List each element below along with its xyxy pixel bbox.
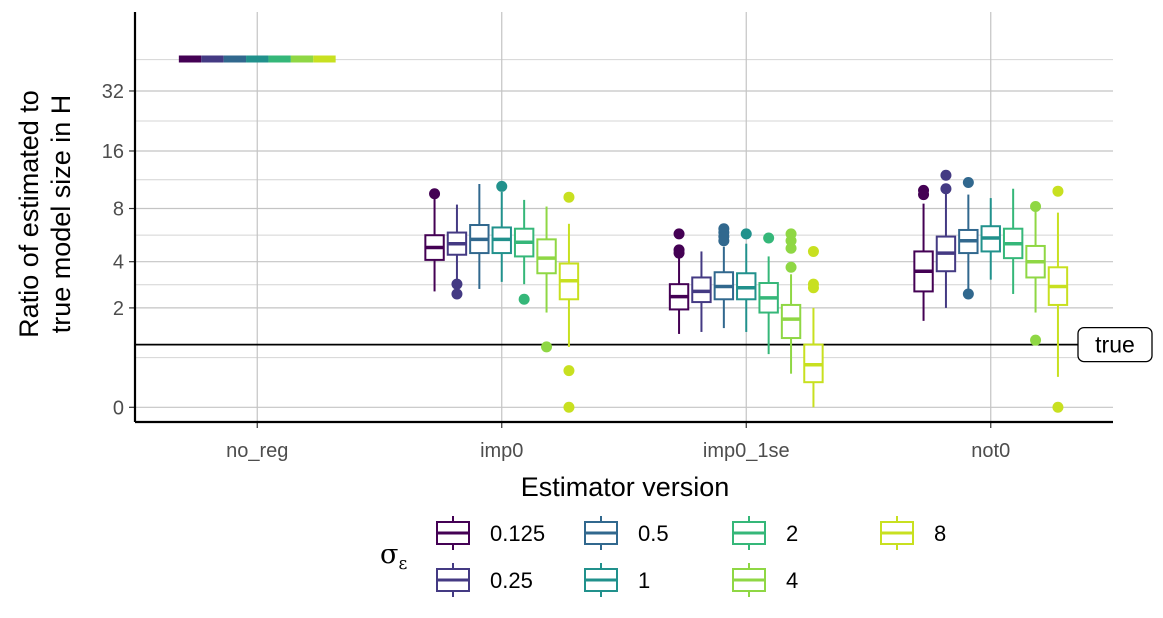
box-imp0-2 — [513, 199, 535, 305]
box-not0-0.5 — [958, 176, 979, 300]
box-outlier — [563, 365, 575, 377]
legend-label: 8 — [934, 521, 946, 546]
box-imp0-4 — [536, 206, 557, 353]
axes-lines — [133, 12, 1113, 424]
box-outlier — [1030, 334, 1042, 346]
legend-label: 2 — [786, 521, 798, 546]
grid-lines — [135, 12, 1113, 422]
x-tick-label: imp0_1se — [703, 440, 790, 462]
box-outlier — [785, 242, 797, 254]
box-outlier — [563, 401, 575, 413]
box-imp0-0.5 — [469, 184, 490, 289]
box-imp0-1 — [491, 180, 512, 282]
legend-label: 0.5 — [638, 521, 669, 546]
y-tick-label: 0 — [113, 397, 124, 419]
box-outlier — [785, 261, 797, 273]
legend-entry-8: 8 — [880, 516, 946, 550]
y-tick-label: 8 — [113, 199, 124, 221]
reference-label-box — [1077, 326, 1153, 363]
box-outlier — [429, 188, 441, 200]
y-axis-title-line1: Ratio of estimated to — [14, 90, 44, 338]
box-imp0_1se-1 — [736, 228, 757, 332]
box-not0-4 — [1025, 201, 1046, 346]
legend-title-subscript: ε — [398, 554, 407, 574]
legend: σε 0.125 0.25 0.5 1 2 4 8 — [380, 516, 946, 597]
box-not0-2 — [1002, 188, 1024, 294]
box-imp0-0.25 — [446, 204, 468, 300]
legend-entry-0.5: 0.5 — [584, 516, 669, 550]
box-outlier — [740, 228, 752, 240]
box-imp0_1se-4 — [780, 228, 802, 374]
y-tick-label: 16 — [102, 141, 124, 163]
box-outlier — [1052, 185, 1064, 197]
legend-entry-0.125: 0.125 — [436, 516, 545, 550]
legend-title-main: σ — [380, 539, 398, 570]
box-imp0-0.125 — [424, 188, 445, 292]
box-not0-8 — [1047, 185, 1069, 413]
reference-label: true — [1095, 332, 1135, 358]
box-not0-1 — [980, 198, 1001, 280]
legend-label: 1 — [638, 568, 650, 593]
box-imp0_1se-0.125 — [668, 228, 690, 334]
box-imp0_1se-0.5 — [713, 223, 735, 329]
legend-label: 0.125 — [490, 521, 545, 546]
box-outlier — [962, 176, 974, 188]
box-outlier — [673, 228, 685, 240]
box-outlier — [496, 180, 508, 192]
box-outlier — [718, 235, 730, 247]
legend-entry-0.25: 0.25 — [436, 563, 533, 597]
legend-entry-4: 4 — [732, 563, 798, 597]
box-outlier — [763, 232, 775, 244]
box-imp0_1se-0.25 — [691, 251, 712, 332]
box-outlier — [807, 245, 819, 257]
box-outlier — [962, 288, 974, 300]
boxes-group — [178, 55, 1069, 413]
box-imp0_1se-2 — [758, 232, 779, 355]
legend-label: 0.25 — [490, 568, 533, 593]
box-outlier — [918, 189, 930, 201]
box-outlier — [940, 169, 952, 181]
y-tick-label: 4 — [113, 252, 124, 274]
y-tick-label: 32 — [102, 81, 124, 103]
box-outlier — [451, 288, 463, 300]
y-axis-title-line2: true model size in H — [46, 95, 76, 334]
box-outlier — [940, 183, 952, 195]
box-outlier — [673, 247, 685, 259]
box-not0-0.125 — [913, 184, 934, 321]
x-tick-label: no_reg — [226, 440, 288, 462]
legend-entry-1: 1 — [584, 563, 650, 597]
x-axis-title: Estimator version — [521, 472, 730, 502]
y-axis-ticks: 0 2 4 8 16 32 — [102, 81, 135, 419]
y-tick-label: 2 — [113, 298, 124, 320]
box-outlier — [807, 282, 819, 294]
box-outlier — [1030, 201, 1042, 213]
legend-entry-2: 2 — [732, 516, 798, 550]
box-outlier — [541, 341, 553, 353]
box-outlier — [518, 293, 530, 305]
y-axis-title: Ratio of estimated to true model size in… — [14, 90, 76, 338]
box-imp0-8 — [558, 191, 580, 413]
legend-label: 4 — [786, 568, 798, 593]
x-axis-ticks: no_reg imp0 imp0_1se not0 — [226, 422, 1010, 462]
x-tick-label: imp0 — [480, 440, 523, 462]
box-imp0_1se-8 — [803, 245, 824, 408]
box-body — [536, 238, 557, 275]
box-body — [780, 303, 802, 340]
reference-line-group: true — [135, 326, 1153, 363]
legend-title: σε — [380, 539, 407, 574]
box-outlier — [1052, 401, 1064, 413]
box-not0-0.25 — [935, 169, 957, 308]
box-outlier — [451, 278, 463, 290]
x-tick-label: not0 — [971, 440, 1010, 462]
box-outlier — [563, 191, 575, 203]
